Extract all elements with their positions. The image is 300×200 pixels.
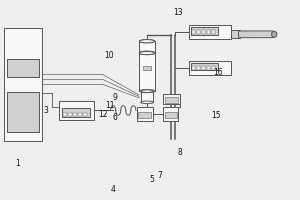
- Bar: [197, 30, 200, 34]
- Text: 8: 8: [177, 148, 182, 157]
- Bar: [139, 53, 155, 91]
- Bar: [164, 107, 178, 121]
- Bar: [138, 112, 151, 118]
- Ellipse shape: [139, 51, 155, 55]
- Text: 4: 4: [110, 185, 115, 194]
- Bar: [192, 66, 195, 70]
- Bar: [136, 107, 153, 121]
- Bar: [73, 113, 77, 116]
- Bar: [78, 113, 82, 116]
- Bar: [143, 66, 151, 70]
- Text: 3: 3: [43, 106, 48, 115]
- Ellipse shape: [139, 40, 155, 43]
- Ellipse shape: [141, 101, 153, 104]
- Bar: [141, 91, 153, 102]
- Bar: [59, 101, 94, 120]
- Text: 6: 6: [112, 113, 117, 122]
- Bar: [189, 61, 231, 75]
- Bar: [192, 30, 195, 34]
- Bar: [165, 97, 178, 103]
- Bar: [164, 94, 180, 104]
- Bar: [197, 66, 200, 70]
- Bar: [7, 59, 39, 77]
- Bar: [139, 41, 155, 53]
- Text: 1: 1: [15, 159, 20, 168]
- Ellipse shape: [139, 90, 155, 93]
- Text: 5: 5: [149, 175, 154, 184]
- Bar: [83, 113, 87, 116]
- Text: 7: 7: [158, 171, 162, 180]
- Bar: [207, 66, 210, 70]
- Bar: [202, 66, 205, 70]
- Bar: [4, 28, 41, 141]
- Ellipse shape: [139, 51, 155, 55]
- Text: 12: 12: [98, 110, 108, 119]
- Ellipse shape: [139, 40, 155, 43]
- Bar: [63, 113, 67, 116]
- FancyBboxPatch shape: [238, 31, 274, 38]
- Bar: [231, 30, 240, 38]
- Bar: [189, 25, 231, 39]
- Bar: [212, 66, 215, 70]
- Ellipse shape: [141, 90, 153, 92]
- Bar: [207, 30, 210, 34]
- Bar: [202, 30, 205, 34]
- Text: 11: 11: [105, 101, 115, 110]
- Ellipse shape: [272, 31, 277, 37]
- Text: 9: 9: [112, 93, 117, 102]
- Text: 16: 16: [214, 68, 223, 77]
- Bar: [165, 112, 177, 118]
- Bar: [7, 92, 39, 132]
- Bar: [191, 63, 218, 70]
- Bar: [62, 108, 90, 117]
- Bar: [68, 113, 72, 116]
- Ellipse shape: [139, 51, 155, 54]
- Text: 10: 10: [104, 51, 114, 60]
- Bar: [212, 30, 215, 34]
- Text: 13: 13: [173, 8, 183, 17]
- Text: 15: 15: [211, 111, 221, 120]
- Bar: [191, 27, 218, 35]
